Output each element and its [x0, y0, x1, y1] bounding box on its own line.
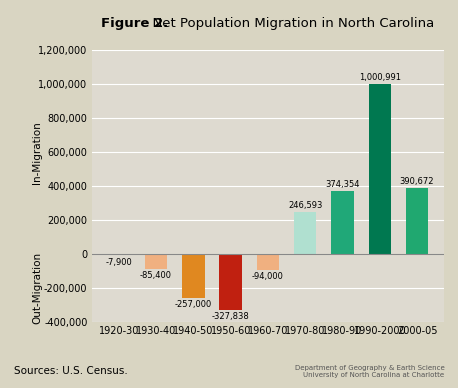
Bar: [182, 254, 205, 298]
Text: -85,400: -85,400: [140, 271, 172, 280]
Text: 390,672: 390,672: [400, 177, 434, 186]
Text: 374,354: 374,354: [325, 180, 360, 189]
Text: Net Population Migration in North Carolina: Net Population Migration in North Caroli…: [144, 17, 435, 31]
Bar: [331, 191, 354, 254]
Text: Out-Migration: Out-Migration: [32, 252, 42, 324]
Bar: [369, 84, 391, 254]
Text: Department of Geography & Earth Science: Department of Geography & Earth Science: [294, 365, 444, 371]
Bar: [145, 254, 167, 268]
Text: 1,000,991: 1,000,991: [359, 73, 401, 82]
Text: 246,593: 246,593: [288, 201, 322, 210]
Text: Sources: U.S. Census.: Sources: U.S. Census.: [14, 366, 127, 376]
Text: -94,000: -94,000: [252, 272, 284, 281]
Text: -257,000: -257,000: [175, 300, 212, 309]
Bar: [257, 254, 279, 270]
Bar: [219, 254, 242, 310]
Bar: [406, 188, 428, 254]
Bar: [294, 212, 316, 254]
Text: In-Migration: In-Migration: [32, 121, 42, 184]
Text: -7,900: -7,900: [105, 258, 132, 267]
Text: Figure 2.: Figure 2.: [101, 17, 168, 31]
Text: University of North Carolina at Charlotte: University of North Carolina at Charlott…: [303, 372, 444, 378]
Bar: [108, 254, 130, 255]
Text: -327,838: -327,838: [212, 312, 250, 321]
